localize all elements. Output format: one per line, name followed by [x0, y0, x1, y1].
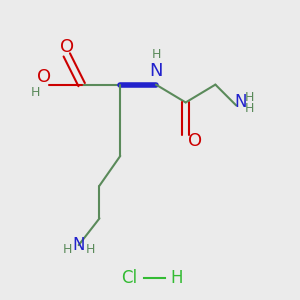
Text: O: O — [188, 132, 202, 150]
Text: H: H — [170, 269, 183, 287]
Text: O: O — [38, 68, 52, 86]
Text: N: N — [234, 93, 247, 111]
Text: H: H — [245, 102, 254, 115]
Text: N: N — [149, 62, 163, 80]
Text: Cl: Cl — [121, 269, 137, 287]
Text: N: N — [72, 236, 85, 254]
Text: H: H — [85, 243, 94, 256]
Text: H: H — [245, 92, 254, 104]
Text: H: H — [63, 243, 72, 256]
Text: H: H — [151, 48, 160, 62]
Text: H: H — [31, 85, 40, 98]
Text: O: O — [60, 38, 74, 56]
